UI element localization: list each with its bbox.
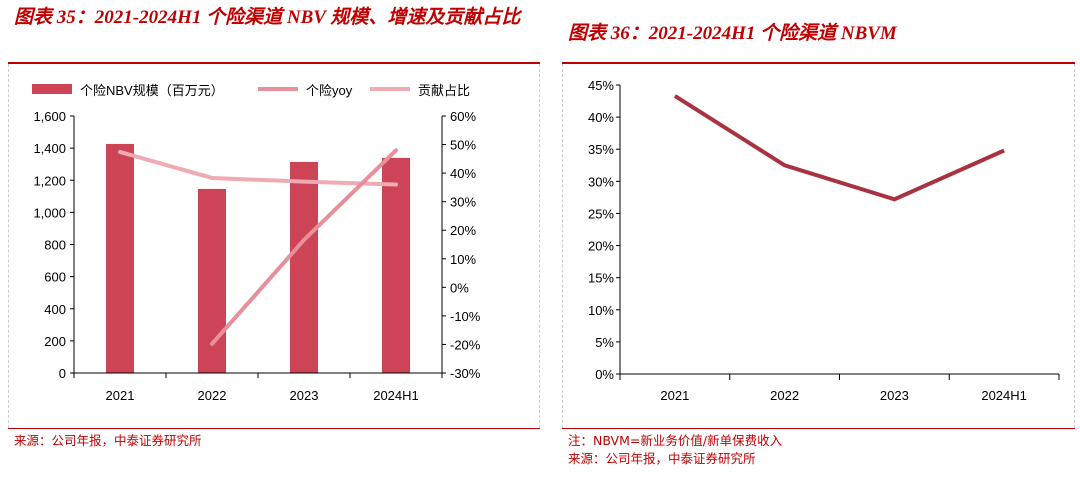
y-tick-label: 1,000 <box>33 205 66 220</box>
y-tick-label: 1,400 <box>33 141 66 156</box>
x-tick-label: 2023 <box>880 388 909 403</box>
y2-tick-label: -10% <box>450 309 481 324</box>
line-nbvm <box>673 94 1005 202</box>
y2-tick-label: 20% <box>450 223 476 238</box>
y-tick-label: 1,600 <box>33 109 66 124</box>
y-tick-label: 45% <box>588 78 614 93</box>
y-tick-label: 800 <box>44 238 66 253</box>
legend-swatch-nbv <box>32 84 72 94</box>
y-tick-label: 200 <box>44 334 66 349</box>
x-tick-label: 2024H1 <box>373 388 419 403</box>
bar-2023 <box>290 161 318 373</box>
figure-36-title: 图表 36：2021-2024H1 个险渠道 NBVM <box>568 23 897 44</box>
y-tick-label: 0% <box>595 367 614 382</box>
legend-label: 个险yoy <box>306 83 353 98</box>
legend-label: 个险NBV规模（百万元） <box>80 83 224 98</box>
y-tick-label: 0 <box>59 366 66 381</box>
y-tick-label: 600 <box>44 270 66 285</box>
figure-36: 图表 36：2021-2024H1 个险渠道 NBVM 注：NBVM=新业务价值… <box>562 0 1075 477</box>
y-tick-label: 20% <box>588 239 614 254</box>
y-tick-label: 1,200 <box>33 173 66 188</box>
title-rule <box>8 62 540 64</box>
y-tick-label: 40% <box>588 110 614 125</box>
y2-tick-label: 0% <box>450 280 469 295</box>
bar-2021 <box>106 143 134 373</box>
line-yoy <box>210 148 398 346</box>
footer-rule <box>562 428 1075 429</box>
y-tick-label: 25% <box>588 206 614 221</box>
chart-box <box>8 64 540 428</box>
y-tick-label: 400 <box>44 302 66 317</box>
x-tick-label: 2021 <box>660 388 689 403</box>
source-text: 来源：公司年报，中泰证券研究所 <box>568 451 756 466</box>
figure-35: 图表 35：2021-2024H1 个险渠道 NBV 规模、增速及贡献占比 来源… <box>8 0 540 477</box>
y2-tick-label: 10% <box>450 252 476 267</box>
title-rule <box>562 62 1075 64</box>
y2-tick-label: -20% <box>450 337 481 352</box>
legend-label: 贡献占比 <box>418 83 470 98</box>
y-tick-label: 35% <box>588 142 614 157</box>
y2-tick-label: -30% <box>450 366 481 381</box>
bar-2024H1 <box>382 157 410 373</box>
source-text: 来源：公司年报，中泰证券研究所 <box>14 433 202 448</box>
y2-tick-label: 30% <box>450 195 476 210</box>
note-text: 注：NBVM=新业务价值/新单保费收入 <box>568 433 783 448</box>
figure-35-title: 图表 35：2021-2024H1 个险渠道 NBV 规模、增速及贡献占比 <box>14 7 521 28</box>
y-tick-label: 30% <box>588 174 614 189</box>
x-tick-label: 2024H1 <box>981 388 1027 403</box>
x-tick-label: 2021 <box>106 388 135 403</box>
footer-rule <box>8 428 540 429</box>
y2-tick-label: 50% <box>450 138 476 153</box>
x-tick-label: 2023 <box>290 388 319 403</box>
x-tick-label: 2022 <box>198 388 227 403</box>
y2-tick-label: 60% <box>450 109 476 124</box>
chart-box <box>562 64 1075 428</box>
y-tick-label: 5% <box>595 335 614 350</box>
line-share <box>118 149 398 187</box>
x-tick-label: 2022 <box>770 388 799 403</box>
y-tick-label: 10% <box>588 303 614 318</box>
y-tick-label: 15% <box>588 271 614 286</box>
y2-tick-label: 40% <box>450 166 476 181</box>
